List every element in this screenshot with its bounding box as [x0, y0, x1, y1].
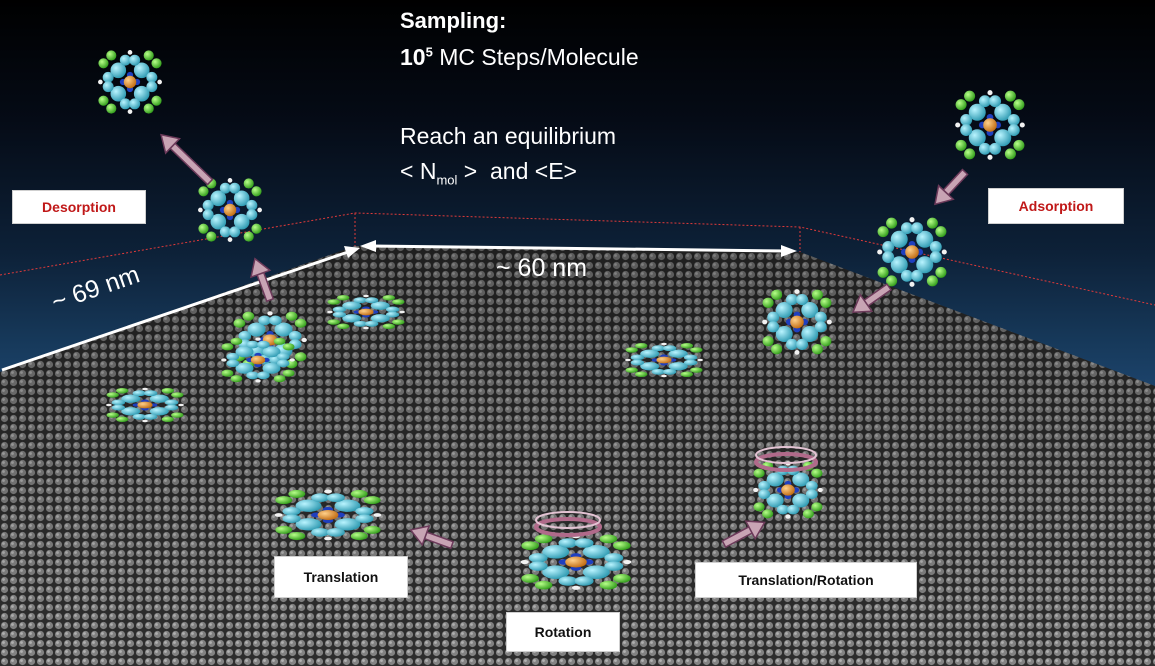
- translation-arrow: [409, 525, 455, 550]
- molecule-adsorbing-top: [955, 90, 1025, 160]
- molecule-desorbing: [198, 178, 262, 242]
- molecule-desorbed: [98, 50, 162, 114]
- equilibrium-line: Reach an equilibrium: [400, 123, 617, 149]
- equilibrium-averages: < Nmol > and <E>: [400, 158, 577, 188]
- translation-rotation-arrow: [721, 520, 766, 549]
- simulation-box-outline: [0, 212, 1155, 306]
- rotation-label: Rotation: [506, 612, 620, 652]
- translation-rotation-label: Translation/Rotation: [695, 562, 917, 598]
- steps-unit: MC Steps/Molecule: [439, 44, 639, 70]
- desorption-label: Desorption: [12, 190, 146, 224]
- adsorption-arrow-lower: [851, 283, 893, 314]
- translation-rotation-ring-icon: [754, 446, 818, 472]
- desorption-arrow-upper: [160, 133, 214, 186]
- width-label: ~ 60 nm: [496, 254, 588, 282]
- equilibrium-suffix: > and <E>: [463, 158, 577, 184]
- equilibrium-prefix: < N: [400, 158, 437, 184]
- steps-base: 10: [400, 44, 426, 70]
- translation-label: Translation: [274, 556, 408, 598]
- equilibrium-subscript: mol: [436, 172, 458, 188]
- depth-dimension-line: [1, 246, 360, 372]
- steps-exponent: 5: [425, 44, 433, 60]
- sampling-title: Sampling:: [400, 8, 507, 33]
- width-dimension-line: [360, 240, 797, 257]
- adsorption-arrow-upper: [934, 168, 969, 206]
- sampling-steps: 105 MC Steps/Molecule: [400, 44, 639, 71]
- adsorption-label: Adsorption: [988, 188, 1124, 224]
- rotation-ring-icon: [534, 511, 602, 537]
- desorption-arrow-lower: [250, 257, 275, 303]
- surface-shading: [0, 246, 1155, 666]
- molecule-adsorbing-mid: [877, 217, 947, 287]
